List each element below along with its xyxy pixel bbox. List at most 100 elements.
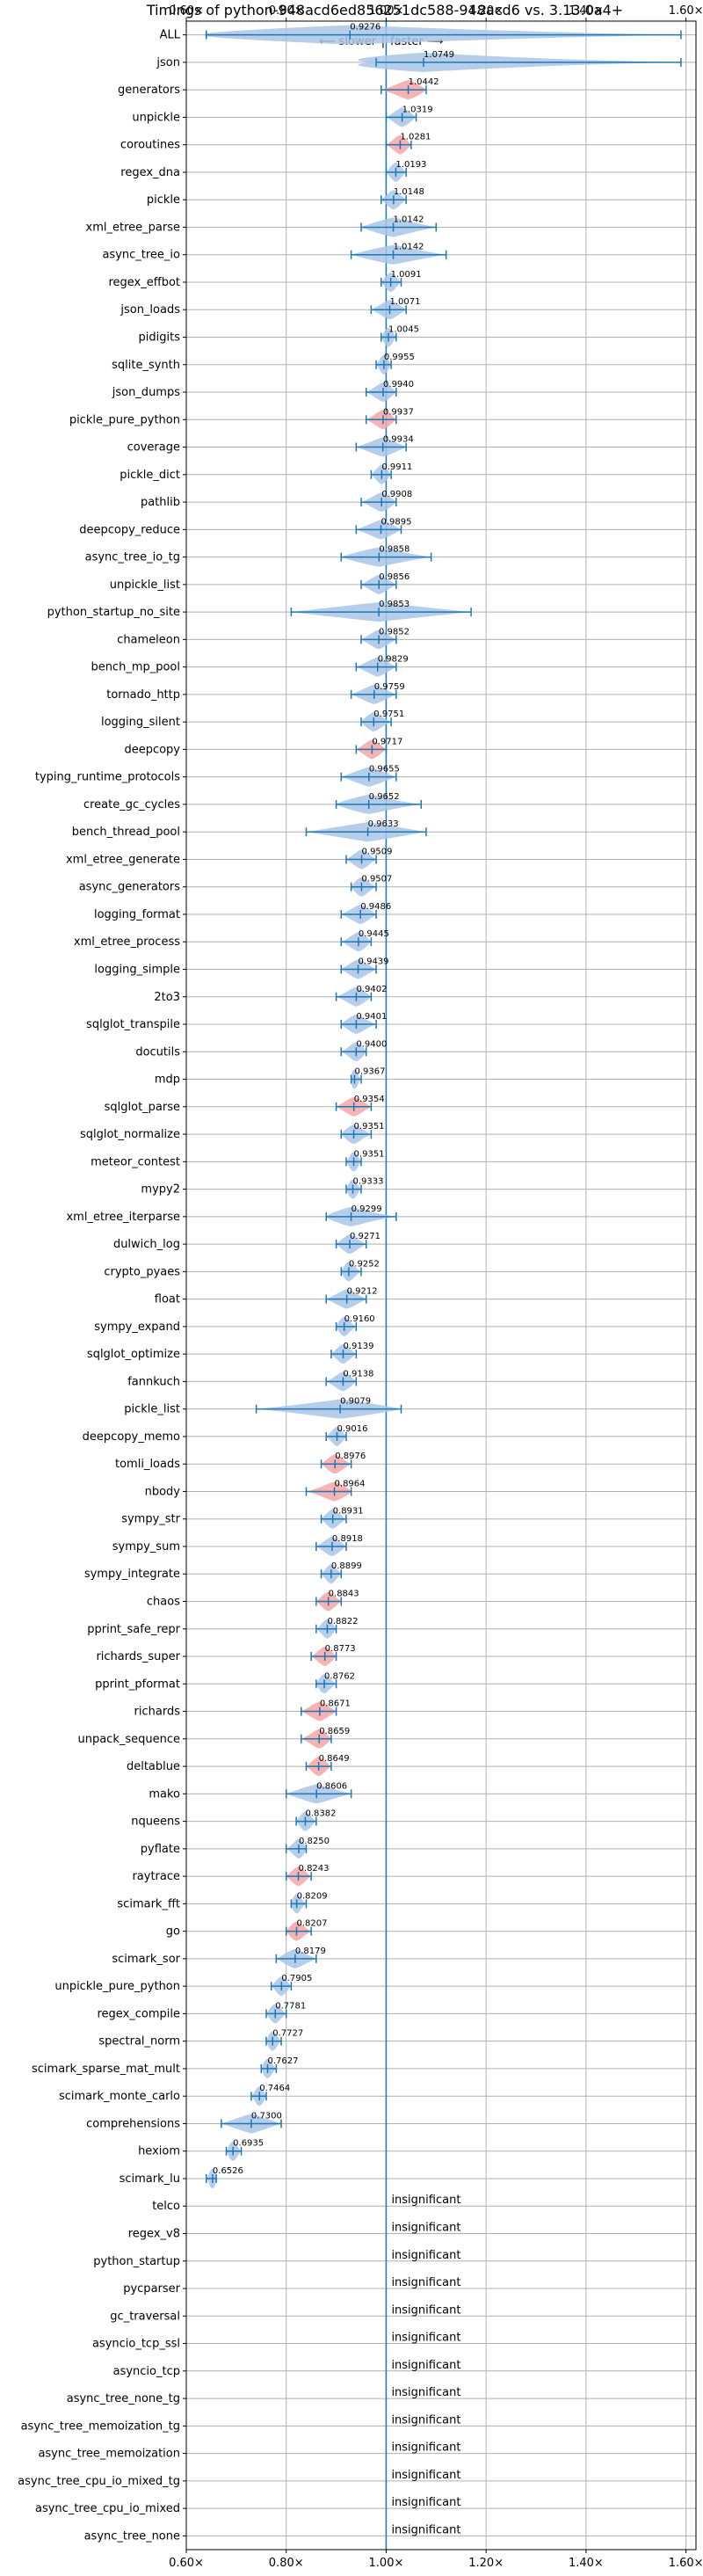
- value-annotation: 0.9937: [383, 407, 414, 417]
- x-tick-label-bottom: 0.80×: [269, 2557, 304, 2570]
- value-annotation: 0.8243: [299, 1864, 330, 1874]
- value-annotation: 0.9333: [353, 1177, 384, 1187]
- benchmark-label: scimark_sparse_mat_mult: [32, 2063, 180, 2076]
- benchmark-label: nqueens: [131, 1816, 180, 1829]
- benchmark-label: pprint_pformat: [95, 1677, 180, 1691]
- value-annotation: 1.0442: [409, 77, 439, 87]
- benchmark-label: telco: [152, 2200, 180, 2213]
- insignificant-label: insignificant: [391, 2469, 460, 2482]
- value-annotation: 1.0193: [395, 160, 426, 170]
- value-annotation: 1.0091: [391, 270, 422, 280]
- value-annotation: 0.9633: [368, 819, 399, 829]
- benchmark-label: richards_super: [96, 1650, 180, 1663]
- benchmark-label: async_tree_io_tg: [85, 551, 180, 564]
- value-annotation: 0.9401: [356, 1012, 387, 1022]
- value-annotation: 0.8964: [335, 1479, 366, 1488]
- benchmark-label: dulwich_log: [113, 1238, 180, 1251]
- benchmark-label: pickle_pure_python: [69, 413, 180, 426]
- insignificant-label: insignificant: [391, 2496, 460, 2509]
- value-annotation: 0.7627: [268, 2056, 299, 2066]
- benchmark-label: mdp: [155, 1073, 180, 1087]
- value-annotation: 0.8773: [325, 1644, 356, 1654]
- benchmark-label: sqlglot_optimize: [87, 1348, 180, 1361]
- benchmark-label: sqlglot_parse: [105, 1101, 180, 1114]
- chart-title: Timings of python-948acd6ed856251dc588-9…: [146, 2, 623, 18]
- benchmark-label: pathlib: [141, 496, 180, 509]
- benchmark-label: mypy2: [141, 1183, 180, 1197]
- benchmark-label: crypto_pyaes: [104, 1265, 180, 1278]
- insignificant-label: insignificant: [391, 2276, 460, 2289]
- benchmark-label: ALL: [160, 29, 181, 42]
- benchmark-label: sqlglot_transpile: [86, 1018, 180, 1031]
- benchmark-label: logging_format: [94, 908, 180, 921]
- x-tick-label-bottom: 1.40×: [569, 2557, 604, 2570]
- benchmark-labels: ALL json generators unpickle coroutines regex…: [18, 29, 181, 2543]
- benchmark-label: async_tree_cpu_io_mixed: [35, 2502, 180, 2515]
- benchmark-label: sympy_sum: [112, 1540, 180, 1554]
- benchmark-label: 2to3: [154, 991, 180, 1004]
- benchmark-label: pyflate: [141, 1843, 180, 1856]
- value-annotation: 0.8207: [296, 1919, 327, 1929]
- benchmark-label: coroutines: [120, 139, 180, 152]
- value-annotation: 0.9751: [373, 709, 404, 719]
- benchmark-label: scimark_sor: [112, 1953, 180, 1966]
- insignificant-label: insignificant: [391, 2194, 460, 2207]
- benchmark-label: richards: [134, 1706, 181, 1719]
- value-annotation: 0.9829: [378, 655, 409, 665]
- benchmark-label: pycparser: [123, 2282, 180, 2296]
- value-annotation: 0.9486: [360, 902, 391, 912]
- benchmark-label: sqlite_synth: [112, 359, 180, 372]
- value-annotation: 0.8899: [331, 1561, 362, 1571]
- value-annotation: 1.0142: [394, 243, 424, 252]
- benchmark-label: async_tree_memoization: [38, 2448, 180, 2461]
- value-annotation: 0.9652: [369, 792, 400, 802]
- benchmark-label: asyncio_tcp: [113, 2365, 180, 2378]
- benchmark-label: bench_thread_pool: [72, 826, 180, 839]
- insignificant-label: insignificant: [391, 2332, 460, 2345]
- benchmark-label: spectral_norm: [98, 2035, 180, 2048]
- insignificant-label: insignificant: [391, 2222, 460, 2235]
- benchmark-label: async_tree_none: [84, 2529, 180, 2543]
- value-annotation: 0.9507: [361, 875, 392, 884]
- x-tick-label-top: 1.40×: [569, 4, 604, 18]
- benchmark-label: hexiom: [138, 2145, 180, 2158]
- benchmark-label: xml_etree_generate: [66, 853, 180, 866]
- value-annotation: 0.8659: [319, 1727, 350, 1736]
- x-tick-label-top: 1.20×: [468, 4, 504, 18]
- benchmark-label: chaos: [147, 1596, 180, 1609]
- benchmark-label: mako: [149, 1787, 180, 1801]
- value-annotation: 0.6935: [233, 2139, 264, 2149]
- value-annotation: 0.9160: [344, 1314, 375, 1324]
- value-annotation: 0.9276: [350, 23, 380, 33]
- value-annotation: 1.0142: [394, 215, 424, 224]
- benchmark-label: bench_mp_pool: [91, 661, 180, 674]
- insignificant-label: insignificant: [391, 2359, 460, 2372]
- value-annotation: 0.9439: [359, 957, 389, 967]
- value-annotation: 0.9911: [381, 462, 412, 472]
- benchmark-label: async_tree_io: [102, 249, 180, 262]
- value-annotation: 0.9655: [369, 765, 400, 775]
- value-annotation: 0.9351: [354, 1122, 385, 1132]
- x-tick-label-bottom: 0.60×: [169, 2557, 204, 2570]
- benchmark-label: sympy_str: [121, 1513, 180, 1526]
- grid-lines: [185, 21, 696, 2550]
- benchmark-label: unpickle: [132, 111, 180, 124]
- benchmark-label: python_startup_no_site: [47, 606, 180, 619]
- benchmark-label: xml_etree_iterparse: [66, 1211, 180, 1224]
- benchmark-label: docutils: [135, 1045, 180, 1059]
- insignificant-label: insignificant: [391, 2441, 460, 2455]
- insignificant-label: insignificant: [391, 2249, 460, 2262]
- benchmark-label: pickle_dict: [120, 469, 180, 482]
- benchmark-label: unpickle_pure_python: [54, 1980, 180, 1993]
- value-annotation: 0.8843: [329, 1590, 359, 1599]
- benchmark-label: regex_effbot: [108, 276, 180, 289]
- benchmark-label: comprehensions: [86, 2117, 180, 2130]
- value-annotation: 0.9139: [343, 1342, 373, 1351]
- value-annotation: 0.8250: [299, 1837, 330, 1846]
- value-annotation: 0.9367: [354, 1067, 385, 1077]
- benchmark-label: generators: [118, 84, 180, 97]
- value-annotation: 0.9955: [384, 353, 415, 362]
- benchmark-label: json_loads: [120, 303, 180, 317]
- x-tick-label-top: 1.60×: [669, 4, 703, 18]
- value-annotation: 0.9853: [379, 600, 409, 609]
